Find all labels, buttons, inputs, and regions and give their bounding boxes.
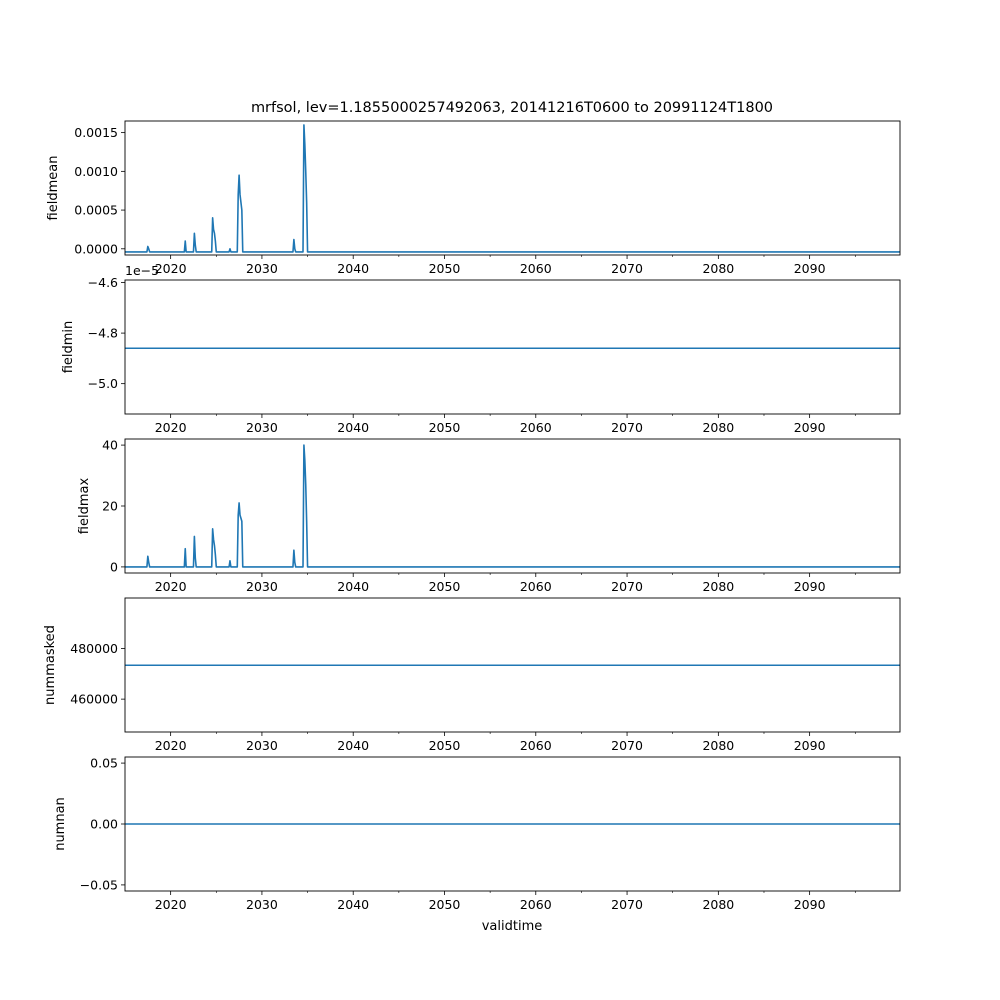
fieldmean-y-tick-label: 0.0000 <box>74 241 118 256</box>
subplot-numnan: 2020 2030 2040 2050 2060 2070 2080 2090 −0.05 0.0… <box>53 756 901 912</box>
fieldmin-x-tick-label: 2030 <box>246 420 278 435</box>
fieldmean-x-tick-label: 2070 <box>611 261 643 276</box>
nummasked-axes-frame <box>124 597 901 733</box>
fieldmin-x-tick-label: 2070 <box>611 420 643 435</box>
nummasked-x-tick-label: 2090 <box>794 738 826 753</box>
fieldmin-x-tick-label: 2080 <box>702 420 734 435</box>
fieldmin-x-tick-label: 2060 <box>520 420 552 435</box>
figure-title: mrfsol, lev=1.1855000257492063, 20141216… <box>251 100 773 116</box>
fieldmean-x-tick-label: 2090 <box>794 261 826 276</box>
nummasked-y-axis-label: nummasked <box>43 625 58 705</box>
fieldmin-x-tick-label: 2090 <box>794 420 826 435</box>
fieldmean-x-tick-label: 2080 <box>702 261 734 276</box>
fieldmean-y-axis-label: fieldmean <box>46 156 61 221</box>
nummasked-x-tick-label: 2070 <box>611 738 643 753</box>
numnan-x-tick-label: 2050 <box>429 897 461 912</box>
nummasked-x-tick-label: 2060 <box>520 738 552 753</box>
fieldmean-y-tick-label: 0.0005 <box>74 203 118 218</box>
numnan-y-tick-label: 0.05 <box>90 756 118 771</box>
fieldmin-y-tick-label: −4.6 <box>88 275 118 290</box>
fieldmin-y-tick-label: −4.8 <box>88 326 118 341</box>
fieldmin-axes-frame <box>124 279 901 415</box>
fieldmax-series-line <box>125 444 900 568</box>
fieldmax-y-tick-label: 20 <box>102 499 118 514</box>
fieldmean-x-tick-label: 2020 <box>155 261 187 276</box>
subplot-fieldmin: 2020 2030 2040 2050 2060 2070 2080 2090 −5.0 −4.8… <box>61 263 901 435</box>
fieldmax-x-tick-label: 2090 <box>794 579 826 594</box>
subplot-fieldmean: 2020 2030 2040 2050 2060 2070 2080 2090 0.0000 0.… <box>46 120 901 276</box>
fieldmin-scale-offset-label: 1e−5 <box>125 263 159 278</box>
fieldmin-x-tick-label: 2050 <box>429 420 461 435</box>
fieldmax-x-tick-label: 2080 <box>702 579 734 594</box>
fieldmax-x-tick-label: 2020 <box>155 579 187 594</box>
numnan-y-tick-label: 0.00 <box>90 817 118 832</box>
nummasked-x-tick-label: 2040 <box>337 738 369 753</box>
numnan-x-tick-label: 2090 <box>794 897 826 912</box>
fieldmean-y-tick-label: 0.0015 <box>74 125 118 140</box>
fieldmin-y-tick-label: −5.0 <box>88 376 118 391</box>
nummasked-x-tick-label: 2080 <box>702 738 734 753</box>
fieldmax-x-tick-label: 2060 <box>520 579 552 594</box>
subplot-nummasked: 2020 2030 2040 2050 2060 2070 2080 2090 460000 48… <box>43 597 901 753</box>
fieldmin-y-axis-label: fieldmin <box>61 321 76 374</box>
fieldmax-x-tick-label: 2040 <box>337 579 369 594</box>
numnan-x-tick-label: 2040 <box>337 897 369 912</box>
fieldmean-series-line <box>125 124 900 253</box>
fieldmin-x-tick-label: 2020 <box>155 420 187 435</box>
nummasked-y-tick-label: 460000 <box>70 692 118 707</box>
fieldmax-x-tick-label: 2050 <box>429 579 461 594</box>
numnan-x-tick-label: 2070 <box>611 897 643 912</box>
subplot-fieldmax: 2020 2030 2040 2050 2060 2070 2080 209002040fie… <box>77 438 901 594</box>
fieldmax-y-tick-label: 40 <box>102 438 118 453</box>
fieldmean-x-tick-label: 2040 <box>337 261 369 276</box>
fieldmax-y-axis-label: fieldmax <box>77 478 92 535</box>
fieldmean-x-tick-label: 2060 <box>520 261 552 276</box>
nummasked-y-tick-label: 480000 <box>70 641 118 656</box>
nummasked-x-tick-label: 2030 <box>246 738 278 753</box>
numnan-y-tick-label: −0.05 <box>80 877 118 892</box>
fieldmax-x-tick-label: 2030 <box>246 579 278 594</box>
subplots: 2020 2030 2040 2050 2060 2070 2080 20900.00000.… <box>43 120 901 912</box>
numnan-x-tick-label: 2030 <box>246 897 278 912</box>
nummasked-x-tick-label: 2020 <box>155 738 187 753</box>
numnan-x-tick-label: 2020 <box>155 897 187 912</box>
numnan-y-axis-label: numnan <box>53 797 68 851</box>
numnan-x-tick-label: 2080 <box>702 897 734 912</box>
fieldmin-x-tick-label: 2040 <box>337 420 369 435</box>
fieldmax-y-tick-label: 0 <box>110 559 118 574</box>
fieldmean-x-tick-label: 2050 <box>429 261 461 276</box>
numnan-x-tick-label: 2060 <box>520 897 552 912</box>
nummasked-x-tick-label: 2050 <box>429 738 461 753</box>
x-axis-label: validtime <box>482 919 543 934</box>
fieldmean-y-tick-label: 0.0010 <box>74 164 118 179</box>
fieldmean-x-tick-label: 2030 <box>246 261 278 276</box>
fieldmax-x-tick-label: 2070 <box>611 579 643 594</box>
fieldmean-axes-frame <box>124 120 901 256</box>
